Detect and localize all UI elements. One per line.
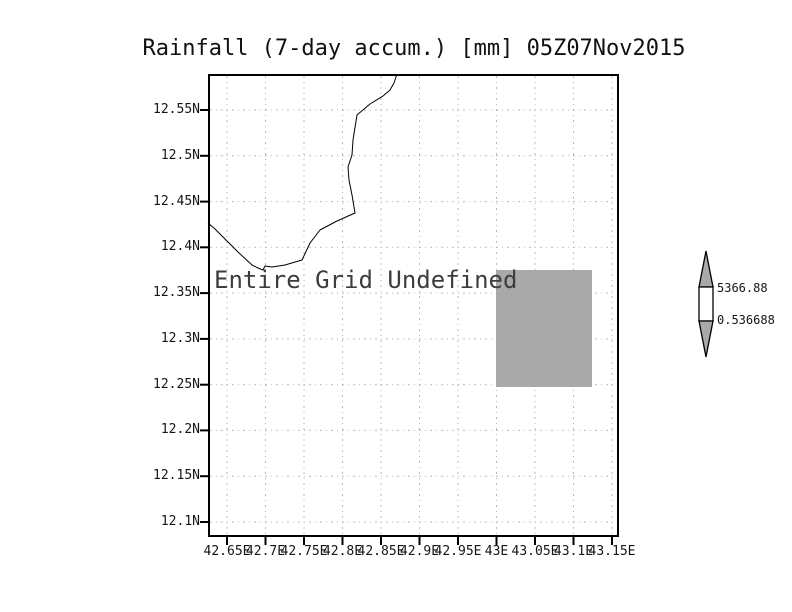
x-axis-label: 42.95E xyxy=(434,544,482,559)
x-axis-label: 42.9E xyxy=(399,544,440,559)
y-axis-label: 12.1N xyxy=(160,514,200,529)
y-axis-label: 12.15N xyxy=(153,468,200,484)
colorbar-down-arrow xyxy=(698,320,714,358)
x-axis-label: 43.1E xyxy=(553,544,594,559)
y-axis-label: 12.5N xyxy=(160,147,200,163)
plot-title: Rainfall (7-day accum.) [mm] 05Z07Nov201… xyxy=(142,36,686,61)
graticule-gridlines xyxy=(210,76,617,535)
x-axis-label: 43E xyxy=(484,544,509,559)
colorbar-up-arrow xyxy=(698,250,714,288)
plot-frame xyxy=(208,74,619,537)
shaded-data-region xyxy=(496,270,592,387)
colorbar-min-label: 0.536688 xyxy=(717,313,775,327)
colorbar-max-label: 5366.88 xyxy=(717,281,768,295)
y-axis-tick-marks xyxy=(200,109,209,523)
y-axis-label: 12.35N xyxy=(153,285,200,301)
x-axis-label: 42.7E xyxy=(245,544,286,559)
colorbar-range-box xyxy=(698,286,714,322)
y-axis-label: 12.45N xyxy=(153,193,200,209)
x-axis-label: 42.8E xyxy=(322,544,363,559)
y-axis-label: 12.25N xyxy=(153,376,200,392)
x-axis-label: 42.85E xyxy=(357,544,405,559)
x-axis-label: 43.05E xyxy=(511,544,559,559)
y-axis-label: 12.55N xyxy=(153,102,200,117)
y-axis-label: 12.2N xyxy=(160,422,200,438)
x-axis-label: 43.15E xyxy=(588,544,636,559)
x-axis-label: 42.75E xyxy=(280,544,328,559)
y-axis-label: 12.4N xyxy=(160,239,200,255)
x-axis-label: 42.65E xyxy=(203,544,251,559)
coastline xyxy=(207,73,398,271)
y-axis-label: 12.3N xyxy=(160,330,200,346)
colorbar xyxy=(698,250,714,358)
entire-grid-undefined-text: Entire Grid Undefined xyxy=(214,266,518,294)
x-axis-tick-marks xyxy=(226,536,613,545)
